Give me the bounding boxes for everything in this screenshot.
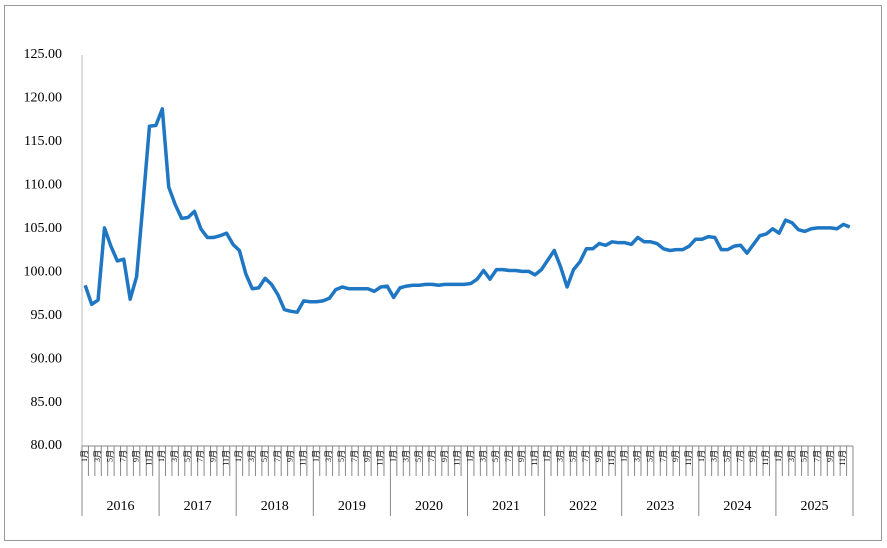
y-tick-label: 120.00 [24, 91, 63, 106]
x-tick-label: 5月 [337, 450, 346, 462]
x-tick-label: 1月 [543, 450, 552, 462]
x-tick-label: 5月 [645, 450, 654, 462]
x-tick-label: 3月 [478, 450, 487, 462]
year-label: 2025 [800, 499, 828, 514]
year-label: 2017 [184, 499, 212, 514]
x-tick-label: 7月 [196, 450, 205, 462]
x-tick-label: 1月 [697, 450, 706, 462]
x-tick-label: 7月 [273, 450, 282, 462]
x-tick-label: 9月 [286, 450, 295, 462]
x-tick-label: 3月 [633, 450, 642, 462]
y-tick-label: 80.00 [31, 438, 63, 453]
y-tick-label: 110.00 [24, 178, 62, 193]
x-tick-label: 11月 [761, 450, 770, 466]
x-tick-label: 5月 [491, 450, 500, 462]
x-tick-label: 7月 [350, 450, 359, 462]
year-label: 2023 [646, 499, 674, 514]
x-tick-label: 3月 [324, 450, 333, 462]
x-tick-label: 11月 [298, 450, 307, 466]
y-tick-label: 105.00 [24, 221, 63, 236]
x-tick-label: 11月 [144, 450, 153, 466]
y-tick-label: 95.00 [31, 308, 63, 323]
x-tick-label: 11月 [838, 450, 847, 466]
x-tick-label: 1月 [80, 450, 89, 462]
x-tick-label: 1月 [466, 450, 475, 462]
y-tick-label: 115.00 [24, 134, 62, 149]
x-tick-label: 7月 [658, 450, 667, 462]
x-tick-label: 1月 [774, 450, 783, 462]
x-tick-label: 9月 [594, 450, 603, 462]
x-tick-label: 11月 [684, 450, 693, 466]
x-tick-label: 5月 [260, 450, 269, 462]
x-tick-label: 9月 [825, 450, 834, 462]
x-tick-label: 5月 [723, 450, 732, 462]
x-tick-label: 1月 [388, 450, 397, 462]
year-label: 2022 [569, 499, 597, 514]
x-tick-label: 3月 [555, 450, 564, 462]
x-tick-label: 11月 [376, 450, 385, 466]
x-tick-label: 1月 [234, 450, 243, 462]
x-tick-label: 7月 [581, 450, 590, 462]
year-label: 2016 [107, 499, 135, 514]
y-tick-label: 90.00 [31, 351, 63, 366]
x-tick-label: 9月 [440, 450, 449, 462]
x-tick-label: 11月 [530, 450, 539, 466]
x-tick-label: 3月 [247, 450, 256, 462]
x-tick-label: 11月 [607, 450, 616, 466]
x-tick-label: 9月 [748, 450, 757, 462]
x-tick-label: 7月 [504, 450, 513, 462]
year-label: 2018 [261, 499, 289, 514]
y-tick-label: 125.00 [24, 47, 63, 62]
data-line [83, 107, 851, 314]
chart-border [4, 5, 882, 541]
x-tick-label: 9月 [517, 450, 526, 462]
x-tick-label: 11月 [453, 450, 462, 466]
x-tick-label: 9月 [363, 450, 372, 462]
x-tick-label: 3月 [401, 450, 410, 462]
x-tick-label: 3月 [93, 450, 102, 462]
x-tick-label: 5月 [106, 450, 115, 462]
x-tick-label: 9月 [209, 450, 218, 462]
x-tick-label: 9月 [131, 450, 140, 462]
year-label: 2021 [492, 499, 520, 514]
x-tick-label: 7月 [735, 450, 744, 462]
y-tick-label: 100.00 [24, 264, 63, 279]
x-tick-label: 11月 [221, 450, 230, 466]
x-tick-label: 7月 [427, 450, 436, 462]
x-tick-label: 5月 [183, 450, 192, 462]
year-label: 2024 [723, 499, 751, 514]
x-tick-label: 5月 [414, 450, 423, 462]
x-tick-label: 3月 [170, 450, 179, 462]
x-tick-label: 5月 [568, 450, 577, 462]
x-tick-label: 1月 [157, 450, 166, 462]
x-tick-label: 1月 [311, 450, 320, 462]
year-label: 2020 [415, 499, 443, 514]
x-tick-label: 7月 [812, 450, 821, 462]
x-tick-label: 5月 [800, 450, 809, 462]
x-tick-label: 1月 [620, 450, 629, 462]
x-tick-label: 9月 [671, 450, 680, 462]
x-tick-label: 3月 [787, 450, 796, 462]
y-tick-label: 85.00 [31, 395, 63, 410]
x-tick-label: 7月 [119, 450, 128, 462]
x-tick-label: 3月 [710, 450, 719, 462]
year-label: 2019 [338, 499, 366, 514]
